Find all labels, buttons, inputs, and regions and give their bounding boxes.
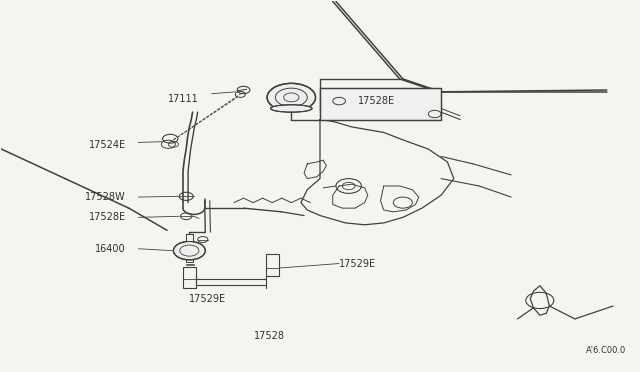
Text: 17111: 17111	[168, 94, 199, 104]
Bar	[320, 88, 441, 119]
Ellipse shape	[271, 105, 312, 112]
Bar	[186, 234, 193, 241]
Bar	[183, 267, 196, 288]
Circle shape	[173, 241, 205, 260]
Text: 17529E: 17529E	[339, 259, 376, 269]
Bar	[186, 234, 193, 241]
Text: 17528E: 17528E	[358, 96, 396, 106]
Bar	[320, 88, 441, 119]
Text: 17528W: 17528W	[85, 192, 125, 202]
Bar	[266, 254, 278, 276]
Text: 17529E: 17529E	[189, 294, 227, 304]
Text: 17524E: 17524E	[88, 140, 125, 150]
Text: 17528E: 17528E	[88, 212, 125, 222]
Text: A'6.C00.0: A'6.C00.0	[586, 346, 626, 355]
Bar	[186, 259, 193, 262]
Circle shape	[267, 83, 316, 112]
Text: 17528: 17528	[253, 331, 285, 340]
Text: 16400: 16400	[95, 244, 125, 254]
